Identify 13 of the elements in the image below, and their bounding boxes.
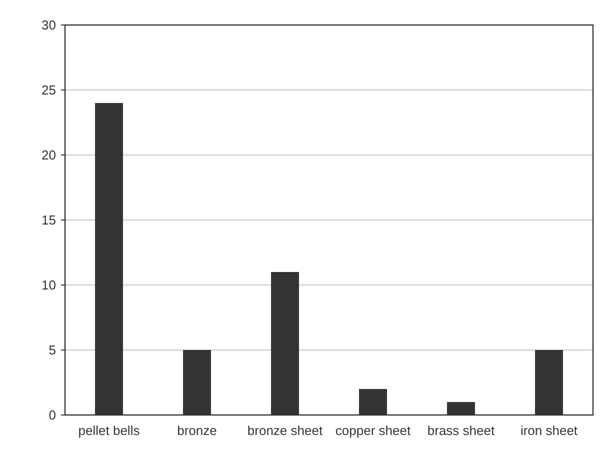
y-tick-label: 0 [48, 408, 56, 423]
x-tick-label: bronze sheet [247, 423, 323, 438]
y-tick-label: 30 [42, 18, 56, 33]
x-tick-label: iron sheet [520, 423, 578, 438]
x-tick-label: pellet bells [78, 423, 140, 438]
x-tick-label: brass sheet [427, 423, 495, 438]
x-tick-label: bronze [177, 423, 217, 438]
y-tick-label: 15 [42, 212, 56, 228]
y-tick-label: 20 [42, 148, 56, 163]
y-tick-label: 25 [42, 82, 56, 98]
x-tick-label: copper sheet [335, 423, 411, 438]
y-tick-label: 10 [42, 278, 56, 293]
y-tick-label: 5 [48, 342, 56, 358]
